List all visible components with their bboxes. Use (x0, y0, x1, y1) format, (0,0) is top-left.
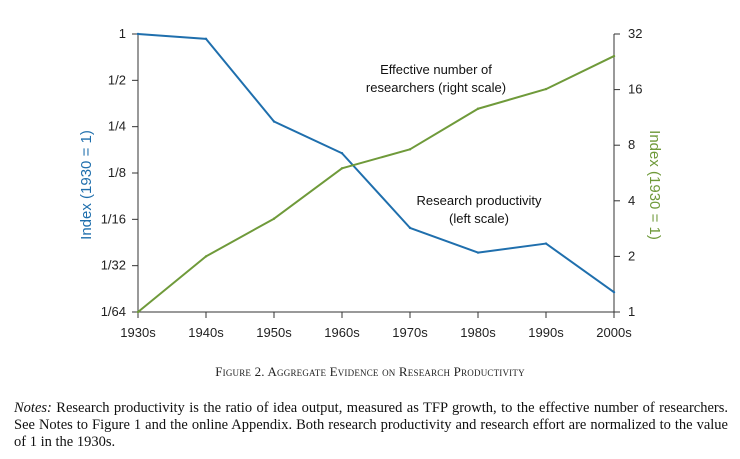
researchers-point (544, 87, 548, 91)
left-tick-label: 1/32 (101, 258, 126, 273)
plot-area: 1 1/2 1/4 1/8 1/16 1/32 1/64 32 16 8 4 2 1 1930s 1940s… (78, 26, 663, 340)
left-tick-label: 1/16 (101, 211, 126, 226)
right-tick-label: 8 (628, 137, 635, 152)
research-productivity-point (272, 120, 276, 123)
research-productivity-point (204, 37, 208, 41)
x-tick-label: 1940s (188, 325, 224, 340)
right-tick-label: 32 (628, 26, 642, 41)
figure-notes: Notes: Research productivity is the rati… (14, 400, 728, 451)
x-tick-label: 1990s (528, 325, 564, 340)
researchers-point (136, 310, 140, 314)
x-tick-label: 1950s (256, 325, 292, 340)
x-tick-label: 1930s (120, 325, 156, 340)
research-productivity-point (340, 152, 344, 155)
researchers-point (204, 255, 208, 258)
researchers-point (340, 167, 344, 170)
researchers-point (612, 54, 616, 58)
left-tick-label: 1 (119, 26, 126, 41)
researchers-annotation: Effective number of (380, 62, 492, 77)
x-tick-label: 2000s (596, 325, 632, 340)
x-tick-label: 1970s (392, 325, 428, 340)
researchers-point (476, 107, 480, 110)
right-tick-label: 2 (628, 248, 635, 263)
researchers-line (137, 55, 615, 313)
right-tick-label: 16 (628, 82, 642, 97)
research-productivity-point (544, 242, 548, 245)
research-productivity-point (408, 226, 412, 230)
left-tick-label: 1/64 (101, 304, 126, 319)
notes-label: Notes: (14, 400, 52, 416)
right-axis-title: Index (1930 = 1) (646, 130, 663, 240)
notes-text: Research productivity is the ratio of id… (14, 400, 728, 450)
productivity-annotation: Research productivity (417, 193, 542, 208)
left-tick-label: 1/8 (108, 165, 126, 180)
left-axis-title: Index (1930 = 1) (78, 130, 95, 240)
left-tick-label: 1/2 (108, 72, 126, 87)
research-productivity-point (612, 291, 616, 294)
left-tick-label: 1/4 (108, 119, 126, 134)
x-tick-label: 1960s (324, 325, 360, 340)
productivity-annotation: (left scale) (449, 211, 509, 226)
research-productivity-point (136, 32, 140, 36)
right-tick-label: 1 (628, 304, 635, 319)
right-tick-label: 4 (628, 193, 635, 208)
researchers-point (272, 217, 276, 220)
figure-caption: Figure 2. Aggregate Evidence on Research… (215, 364, 525, 379)
chart: 1 1/2 1/4 1/8 1/16 1/32 1/64 32 16 8 4 2 1 1930s 1940s… (78, 26, 663, 340)
research-productivity-line (137, 33, 615, 294)
researchers-annotation: researchers (right scale) (366, 80, 506, 95)
x-tick-label: 1980s (460, 325, 496, 340)
researchers-point (408, 148, 412, 151)
research-productivity-point (476, 251, 480, 254)
